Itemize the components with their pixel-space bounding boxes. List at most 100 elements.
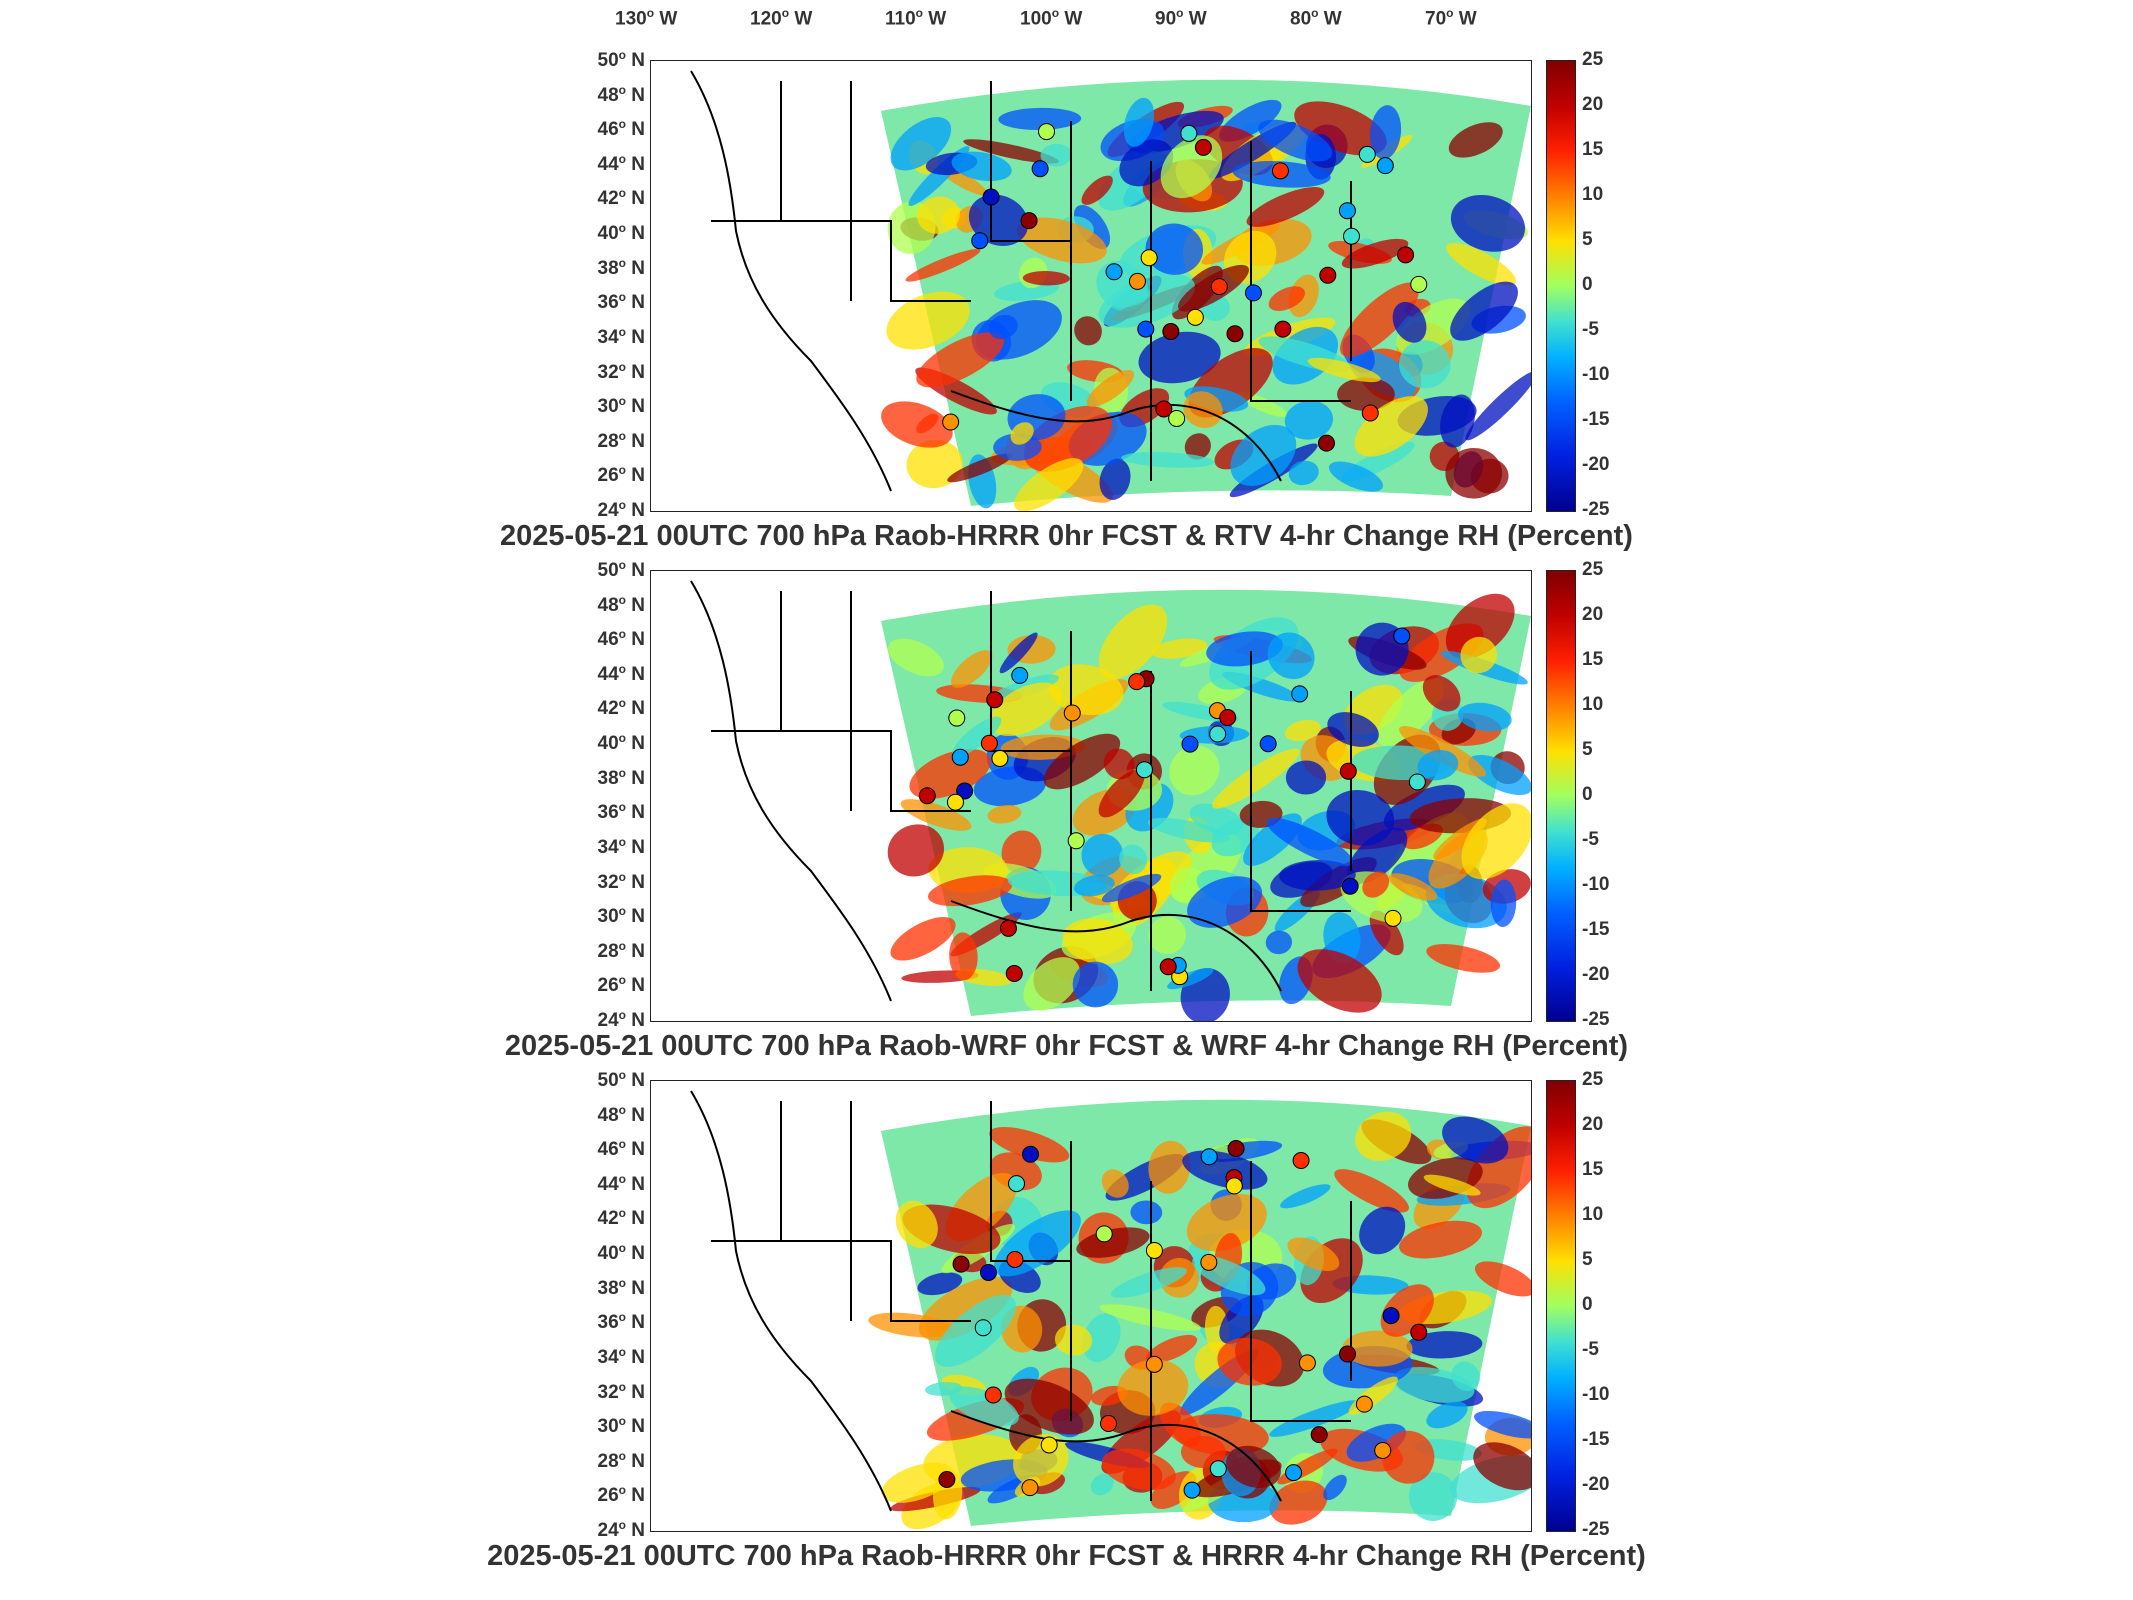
raob-station-marker (956, 782, 974, 800)
colorbar-tick-label: 15 (1582, 1159, 1604, 1180)
rh-field-patch (881, 1462, 953, 1503)
rh-field-patch (895, 1200, 938, 1249)
rh-field-patch (963, 139, 1059, 164)
raob-station-marker (999, 919, 1017, 937)
colorbar-tick-label: 5 (1582, 1249, 1593, 1270)
rh-field-patch (1082, 1313, 1121, 1363)
rh-field-patch (952, 716, 1002, 757)
rh-field-patch (927, 875, 1013, 907)
colorbar (1546, 60, 1576, 512)
colorbar-tick-label: 10 (1582, 694, 1604, 715)
rh-field-patch (1359, 1206, 1406, 1255)
lat-label: 36o N (597, 800, 646, 824)
raob-station-marker (1040, 1436, 1058, 1454)
rh-field-patch (998, 107, 1082, 130)
lat-label: 44o N (597, 151, 646, 176)
raob-station-marker (1031, 160, 1049, 178)
raob-station-marker (1162, 322, 1180, 340)
rh-field-patch (1267, 632, 1315, 680)
rh-field-patch (1054, 1324, 1093, 1356)
map-frame (650, 1080, 1532, 1532)
raob-station-marker (918, 787, 936, 805)
raob-station-marker (1011, 666, 1029, 684)
rh-field-patch (987, 804, 1022, 824)
colorbar-tick-label: 25 (1582, 49, 1604, 70)
map-panel: 50o N 48o N 46o N 44o N 42o N 40o N 38o N 36o N… (0, 558, 2133, 1080)
lon-label: 90o W (1155, 6, 1207, 30)
raob-station-marker (1145, 1355, 1163, 1373)
raob-station-marker (1319, 266, 1337, 284)
colorbar-ticks: 25 20 15 10 5 0 -5 -10 -15 -20 -25 (1582, 49, 1642, 520)
colorbar-tick-label: -5 (1582, 319, 1599, 340)
raob-station-marker (1200, 1253, 1218, 1271)
rh-field-patch (1355, 1111, 1412, 1162)
raob-station-marker (982, 188, 1000, 206)
lat-label: 30o N (597, 1413, 646, 1438)
colorbar-tick-label: 20 (1582, 604, 1604, 625)
rh-field-patch (1466, 1126, 1531, 1209)
map-frame (650, 570, 1532, 1022)
rh-field-patch (1460, 636, 1497, 674)
colorbar-tick-label: 20 (1582, 94, 1604, 115)
raob-station-marker (1408, 773, 1426, 791)
raob-station-marker (1374, 1441, 1392, 1459)
colorbar-tick-label: 10 (1582, 1204, 1604, 1225)
rh-field-patch (1230, 424, 1297, 487)
raob-station-marker (946, 793, 964, 811)
colorbar-tick-label: -15 (1582, 1429, 1610, 1450)
raob-station-marker (1168, 409, 1186, 427)
raob-station-marker (1355, 1395, 1373, 1413)
raob-station-marker (1140, 249, 1158, 267)
rh-field-patch (989, 682, 1063, 737)
rh-field-patch (1279, 860, 1356, 891)
rh-field-patch (989, 1126, 1070, 1163)
raob-station-marker (942, 413, 960, 431)
colorbar-tick-label: 25 (1582, 559, 1604, 580)
raob-station-marker (1291, 685, 1309, 703)
raob-station-marker (1005, 965, 1023, 983)
raob-station-marker (1227, 1140, 1245, 1158)
rh-field-patch (1288, 460, 1319, 486)
raob-station-marker (1105, 263, 1123, 281)
panel-title: 2025-05-21 00UTC 700 hPa Raob-HRRR 0hr F… (500, 520, 1633, 552)
raob-station-marker (938, 1470, 956, 1488)
lon-label: 130o W (615, 6, 678, 30)
rh-field-patch (1073, 875, 1115, 897)
lat-label: 32o N (597, 1379, 646, 1403)
state-borders (690, 70, 1352, 492)
rh-field-patch (1406, 1331, 1483, 1359)
rh-field-patch (1426, 1401, 1468, 1429)
rh-field-patch (1098, 273, 1196, 328)
raob-station-marker (980, 734, 998, 752)
colorbar-tick-label: 0 (1582, 784, 1593, 805)
raob-station-marker (1339, 762, 1357, 780)
rh-field-patch (1145, 223, 1204, 275)
rh-field-patch (881, 401, 953, 448)
rh-field-patch (1392, 1366, 1475, 1403)
state-borders (690, 1090, 1352, 1512)
rh-field-patch (1287, 1237, 1340, 1272)
raob-station-marker (1410, 275, 1428, 293)
rh-field-patch (1268, 286, 1306, 311)
rh-field-patch (887, 638, 944, 677)
colorbar-ticks: 25 20 15 10 5 0 -5 -10 -15 -20 -25 (1582, 559, 1642, 1030)
rh-field-patch (1076, 1227, 1150, 1258)
rh-field-patch (1151, 638, 1208, 659)
rh-field-patch (1280, 1184, 1331, 1209)
rh-field-patch (1422, 675, 1461, 712)
map-panel: 50o N 48o N 46o N 44o N 42o N 40o N 38o N 36o N… (0, 1068, 2133, 1590)
rh-field-patch (1342, 1330, 1413, 1367)
raob-station-marker (1145, 1241, 1163, 1259)
lat-label: 28o N (597, 938, 646, 962)
rh-field-patch (968, 194, 1029, 247)
lat-label: 24o N (597, 1517, 646, 1542)
colorbar-tick-label: 0 (1582, 274, 1593, 295)
rh-field-patch (1328, 461, 1384, 492)
rh-field-patch (1334, 1169, 1409, 1213)
rh-field-patch (1043, 733, 1121, 790)
rh-field-patch (917, 1272, 963, 1296)
raob-station-marker (1361, 404, 1379, 422)
colorbar-tick-label: 15 (1582, 139, 1604, 160)
raob-station-marker (1226, 325, 1244, 343)
raob-station-marker (971, 232, 989, 250)
